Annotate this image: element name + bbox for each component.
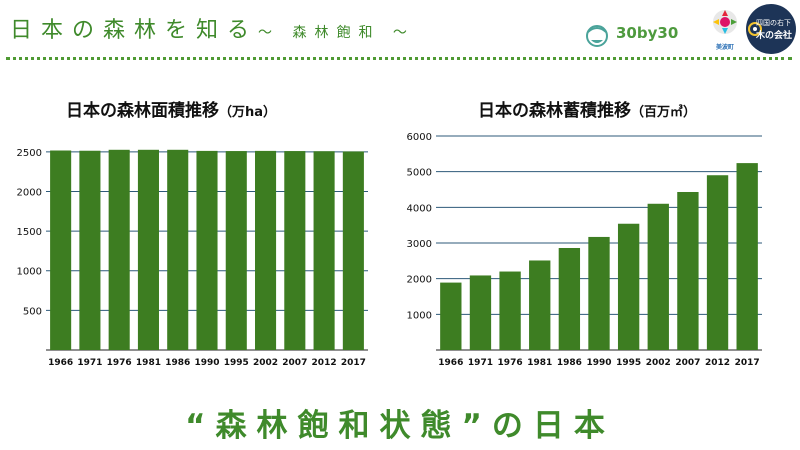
bar-stock-1966 (440, 282, 462, 350)
bar-stock-2012 (706, 175, 729, 350)
y-tick-label-area-2500: 2500 (17, 148, 42, 159)
turtle-icon (713, 10, 737, 34)
chart-title-forest-stock-unit: （百万㎥） (631, 105, 697, 120)
x-tick-label-area-2002: 2002 (253, 358, 278, 368)
x-tick-label-area-2012: 2012 (312, 358, 337, 368)
x-tick-label-stock-2007: 2007 (675, 358, 700, 368)
header-subtitle-text: ～ 森林飽和 ～ (258, 25, 415, 41)
bar-area-2012 (313, 151, 335, 350)
bar-area-1981 (137, 149, 159, 350)
bar-stock-1990 (588, 236, 610, 350)
bar-stock-1976 (499, 271, 521, 350)
header-title-text: 日本の森林を知る (10, 18, 259, 43)
page-header-title: 日本の森林を知る～ 森林飽和 ～ (10, 12, 415, 44)
chart-forest-stock: 1000 2000 3000 4000 5000 6000 1966 1971 1976 1981… (407, 132, 762, 368)
bar-area-1990 (196, 150, 218, 350)
x-tick-label-stock-1971: 1971 (468, 358, 493, 368)
x-tick-label-stock-2012: 2012 (705, 358, 730, 368)
bar-stock-2002 (647, 203, 669, 350)
bar-area-1971 (79, 150, 101, 350)
y-tick-label-area-500: 500 (23, 306, 42, 317)
bar-area-1966 (50, 150, 72, 350)
x-tick-label-area-1990: 1990 (194, 358, 219, 368)
logo-30by30-text: 30by30 (616, 24, 679, 42)
y-tick-label-stock-5000: 5000 (407, 168, 432, 179)
logo-minami-town: 美波町 (708, 6, 742, 51)
bar-area-1986 (167, 149, 189, 350)
y-tick-label-stock-1000: 1000 (407, 310, 432, 321)
x-tick-label-area-1986: 1986 (165, 358, 190, 368)
x-tick-label-stock-1990: 1990 (586, 358, 611, 368)
logo-30by30: 30by30 (582, 22, 686, 48)
x-tick-label-stock-1995: 1995 (616, 358, 641, 368)
chart-title-forest-stock: 日本の森林蓄積推移（百万㎥） (478, 96, 696, 121)
bar-area-1995 (225, 151, 247, 350)
bar-stock-1971 (469, 275, 492, 350)
logo-company-line1: 四国の右下 (756, 19, 791, 27)
bar-stock-2007 (677, 191, 699, 350)
x-tick-label-area-1976: 1976 (107, 358, 132, 368)
y-tick-label-area-2000: 2000 (17, 187, 42, 198)
x-tick-label-area-2017: 2017 (341, 358, 366, 368)
y-tick-label-area-1500: 1500 (17, 227, 42, 238)
chart-forest-area: 500 1000 1500 2000 2500 1966 1971 1976 1981 1986 1… (17, 148, 368, 368)
x-tick-label-stock-1981: 1981 (527, 358, 552, 368)
bar-stock-1986 (558, 247, 581, 350)
x-tick-label-stock-2002: 2002 (646, 358, 671, 368)
x-tick-label-area-1966: 1966 (48, 358, 73, 368)
x-tick-label-stock-1976: 1976 (498, 358, 523, 368)
x-tick-label-stock-1966: 1966 (438, 358, 463, 368)
globe-leaf-icon (586, 25, 608, 47)
x-tick-label-stock-1986: 1986 (557, 358, 582, 368)
y-tick-label-stock-6000: 6000 (407, 132, 432, 143)
x-tick-label-area-1971: 1971 (77, 358, 102, 368)
chart-title-forest-area-unit: （万ha） (219, 105, 277, 120)
chart-title-forest-stock-text: 日本の森林蓄積推移 (478, 101, 631, 121)
bar-area-2007 (284, 151, 306, 350)
logo-company-line2: 木の会社 (756, 31, 793, 41)
logo-minami-town-text: 美波町 (715, 44, 734, 51)
logo-company: 四国の右下 木の会社 (746, 4, 796, 54)
y-tick-label-stock-4000: 4000 (407, 203, 432, 214)
x-tick-label-area-2007: 2007 (282, 358, 307, 368)
bar-stock-1981 (529, 260, 551, 350)
y-tick-label-stock-2000: 2000 (407, 275, 432, 286)
footer-slogan: “森林飽和状態”の日本 (185, 408, 615, 444)
x-tick-label-stock-2017: 2017 (735, 358, 760, 368)
chart-title-forest-area-text: 日本の森林面積推移 (66, 101, 219, 121)
x-tick-label-area-1995: 1995 (224, 358, 249, 368)
bar-area-2017 (342, 151, 364, 350)
bar-stock-2017 (736, 163, 758, 350)
sdgs-wheel-icon (748, 22, 762, 36)
bar-area-1976 (108, 149, 130, 350)
header-divider (6, 57, 792, 60)
y-tick-label-stock-3000: 3000 (407, 239, 432, 250)
chart-title-forest-area: 日本の森林面積推移（万ha） (66, 96, 276, 121)
bar-area-2002 (255, 150, 277, 350)
x-tick-label-area-1981: 1981 (136, 358, 161, 368)
y-tick-label-area-1000: 1000 (17, 267, 42, 278)
bar-stock-1995 (617, 223, 640, 350)
